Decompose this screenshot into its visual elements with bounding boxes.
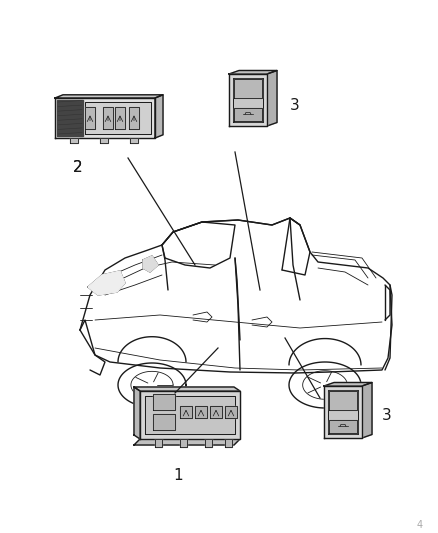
Text: 3: 3 <box>382 408 392 423</box>
Polygon shape <box>180 406 192 418</box>
Polygon shape <box>55 95 163 98</box>
Text: 1: 1 <box>173 467 183 482</box>
Polygon shape <box>328 390 358 434</box>
Polygon shape <box>129 107 139 129</box>
Polygon shape <box>134 387 240 391</box>
Text: 4: 4 <box>417 520 423 530</box>
Polygon shape <box>234 108 262 121</box>
Polygon shape <box>324 386 362 438</box>
Polygon shape <box>210 406 222 418</box>
Text: 2: 2 <box>73 160 83 175</box>
Polygon shape <box>329 419 357 433</box>
Polygon shape <box>229 70 277 74</box>
Polygon shape <box>153 394 175 410</box>
Polygon shape <box>103 107 113 129</box>
Polygon shape <box>180 439 187 447</box>
Polygon shape <box>324 383 372 386</box>
Polygon shape <box>153 414 175 430</box>
Polygon shape <box>143 256 158 272</box>
Polygon shape <box>100 138 108 143</box>
Polygon shape <box>234 79 262 98</box>
Polygon shape <box>225 439 232 447</box>
Polygon shape <box>88 271 125 295</box>
Text: 3: 3 <box>290 98 300 112</box>
Polygon shape <box>329 391 357 410</box>
Polygon shape <box>140 391 240 439</box>
Polygon shape <box>85 107 95 129</box>
Polygon shape <box>115 107 125 129</box>
Polygon shape <box>155 95 163 138</box>
Polygon shape <box>195 406 207 418</box>
Text: 2: 2 <box>73 160 83 175</box>
Polygon shape <box>85 102 151 134</box>
Polygon shape <box>55 98 155 138</box>
Polygon shape <box>130 138 138 143</box>
Polygon shape <box>233 78 263 122</box>
Polygon shape <box>229 74 267 126</box>
Polygon shape <box>134 387 140 439</box>
Polygon shape <box>225 406 237 418</box>
Polygon shape <box>145 396 235 434</box>
Polygon shape <box>134 439 240 445</box>
Polygon shape <box>70 138 78 143</box>
Polygon shape <box>362 383 372 438</box>
Polygon shape <box>57 100 83 136</box>
Polygon shape <box>205 439 212 447</box>
Polygon shape <box>267 70 277 126</box>
Polygon shape <box>155 439 162 447</box>
